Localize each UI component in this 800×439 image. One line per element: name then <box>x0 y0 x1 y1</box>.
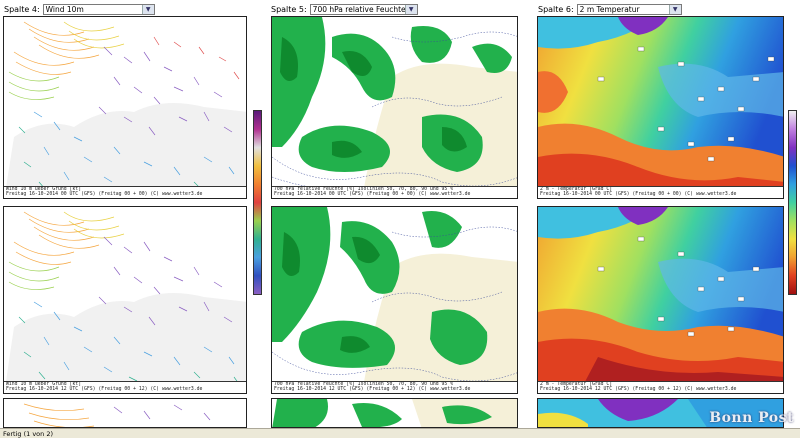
wind-map-row1[interactable]: Wind 10 m ueber Grund [kt] Freitag 16-10… <box>3 16 247 199</box>
temp-map-row3[interactable] <box>537 398 784 428</box>
temp-color-scale <box>788 110 797 295</box>
caption-line: Freitag 16-10-2014 00 UTC (GFS) (Freitag… <box>540 192 737 197</box>
column-6-select-value: 2 m Temperatur <box>579 4 640 14</box>
caption-line: Freitag 16-10-2014 00 UTC (GFS) (Freitag… <box>6 192 203 197</box>
caption-line: 2 m - Temperatur [Grad C] <box>540 382 613 387</box>
temp-map-row2-caption: 2 m - Temperatur [Grad C] Freitag 16-10-… <box>538 381 783 393</box>
rh-map-row2[interactable]: 700 hPa relative Feuchte [%] Isolinien 5… <box>271 206 518 394</box>
rh-map-row1[interactable]: 700 hPa relative Feuchte [%] Isolinien 5… <box>271 16 518 199</box>
column-5-header: Spalte 5: 700 hPa relative Feuchte ▼ <box>271 2 418 16</box>
rh-map-row2-caption: 700 hPa relative Feuchte [%] Isolinien 5… <box>272 381 517 393</box>
caption-line: Wind 10 m ueber Grund [kt] <box>6 382 82 387</box>
status-text: Fertig (1 von 2) <box>3 430 54 438</box>
caption-line: Freitag 16-10-2014 00 UTC (GFS) (Freitag… <box>274 192 471 197</box>
caption-line: 700 hPa relative Feuchte [%] Isolinien 5… <box>274 382 454 387</box>
status-bar: Fertig (1 von 2) <box>0 428 800 438</box>
column-4-header: Spalte 4: Wind 10m ▼ <box>4 2 155 16</box>
watermark-logo: Bonn Post <box>709 410 794 426</box>
temp-map-row2[interactable]: 2 m - Temperatur [Grad C] Freitag 16-10-… <box>537 206 784 394</box>
wind-color-scale <box>253 110 262 295</box>
column-4-label: Spalte 4: <box>4 4 40 14</box>
column-4-select[interactable]: Wind 10m ▼ <box>42 3 155 15</box>
wind-map-row2-caption: Wind 10 m ueber Grund [kt] Freitag 16-10… <box>4 381 246 393</box>
temp-map-row1[interactable]: 2 m - Temperatur [Grad C] Freitag 16-10-… <box>537 16 784 199</box>
wind-map-row2[interactable]: Wind 10 m ueber Grund [kt] Freitag 16-10… <box>3 206 247 394</box>
caption-line: Freitag 16-10-2014 12 UTC (GFS) (Freitag… <box>274 387 471 392</box>
rh-map-row1-caption: 700 hPa relative Feuchte [%] Isolinien 5… <box>272 186 517 198</box>
caption-line: 700 hPa relative Feuchte [%] Isolinien 5… <box>274 187 454 192</box>
column-5-select[interactable]: 700 hPa relative Feuchte ▼ <box>309 3 418 15</box>
wind-map-row1-caption: Wind 10 m ueber Grund [kt] Freitag 16-10… <box>4 186 246 198</box>
column-5-label: Spalte 5: <box>271 4 307 14</box>
chevron-down-icon[interactable]: ▼ <box>141 4 154 14</box>
caption-line: Freitag 16-10-2014 12 UTC (GFS) (Freitag… <box>6 387 203 392</box>
rh-map-row3[interactable] <box>271 398 518 428</box>
chevron-down-icon[interactable]: ▼ <box>404 4 417 14</box>
caption-line: 2 m - Temperatur [Grad C] <box>540 187 613 192</box>
column-6-select[interactable]: 2 m Temperatur ▼ <box>576 3 682 15</box>
temp-map-row1-caption: 2 m - Temperatur [Grad C] Freitag 16-10-… <box>538 186 783 198</box>
chevron-down-icon[interactable]: ▼ <box>668 4 681 14</box>
column-6-label: Spalte 6: <box>538 4 574 14</box>
column-6-header: Spalte 6: 2 m Temperatur ▼ <box>538 2 682 16</box>
column-5-select-value: 700 hPa relative Feuchte <box>312 4 406 14</box>
caption-line: Wind 10 m ueber Grund [kt] <box>6 187 82 192</box>
wind-map-row3[interactable] <box>3 398 247 428</box>
column-4-select-value: Wind 10m <box>45 4 84 14</box>
caption-line: Freitag 16-10-2014 12 UTC (GFS) (Freitag… <box>540 387 737 392</box>
